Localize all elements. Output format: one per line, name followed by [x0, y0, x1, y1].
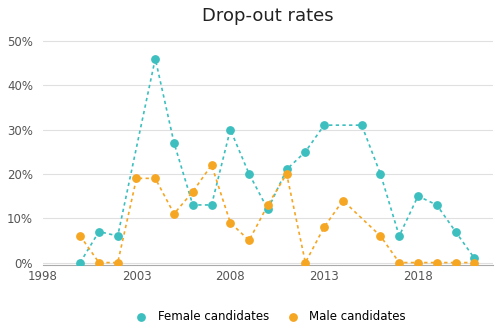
Male candidates — [95, 260, 103, 265]
Female candidates — [358, 122, 366, 128]
Legend: Female candidates, Male candidates: Female candidates, Male candidates — [125, 306, 411, 328]
Male candidates — [302, 260, 310, 265]
Female candidates — [95, 229, 103, 234]
Male candidates — [132, 176, 140, 181]
Male candidates — [320, 224, 328, 230]
Female candidates — [414, 193, 422, 199]
Male candidates — [395, 260, 403, 265]
Male candidates — [376, 233, 384, 239]
Title: Drop-out rates: Drop-out rates — [202, 7, 334, 25]
Male candidates — [433, 260, 441, 265]
Female candidates — [152, 56, 160, 61]
Male candidates — [245, 238, 253, 243]
Female candidates — [170, 140, 178, 146]
Female candidates — [208, 202, 216, 208]
Female candidates — [320, 122, 328, 128]
Male candidates — [208, 163, 216, 168]
Female candidates — [282, 167, 290, 172]
Male candidates — [189, 189, 197, 194]
Male candidates — [452, 260, 460, 265]
Male candidates — [414, 260, 422, 265]
Female candidates — [433, 202, 441, 208]
Female candidates — [264, 207, 272, 212]
Female candidates — [226, 127, 234, 132]
Male candidates — [282, 171, 290, 176]
Female candidates — [189, 202, 197, 208]
Female candidates — [114, 233, 122, 239]
Male candidates — [170, 211, 178, 216]
Male candidates — [152, 176, 160, 181]
Male candidates — [264, 202, 272, 208]
Female candidates — [302, 149, 310, 154]
Female candidates — [452, 229, 460, 234]
Male candidates — [76, 233, 84, 239]
Female candidates — [395, 233, 403, 239]
Male candidates — [114, 260, 122, 265]
Male candidates — [226, 220, 234, 225]
Male candidates — [470, 260, 478, 265]
Female candidates — [76, 260, 84, 265]
Male candidates — [339, 198, 347, 203]
Female candidates — [470, 256, 478, 261]
Female candidates — [245, 171, 253, 176]
Female candidates — [376, 171, 384, 176]
